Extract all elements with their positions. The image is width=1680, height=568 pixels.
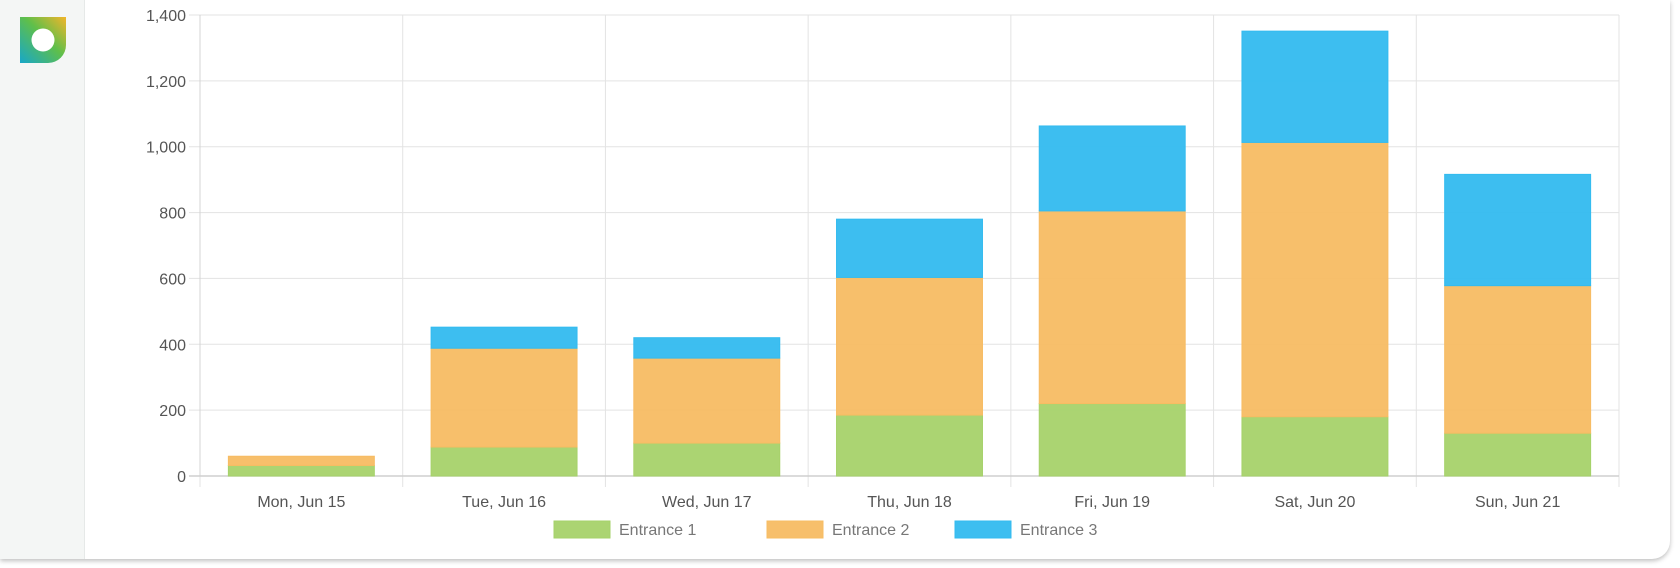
bar-segment-entrance-2	[227, 455, 375, 466]
bar-segment-entrance-2	[836, 276, 983, 416]
chart-card: 0 200 400 600 800 1,000 1,200 1,400 Mon, Jun 15 T…	[0, 0, 1620, 559]
bar-segment-entrance-2	[1038, 210, 1186, 405]
bar-segment-entrance-1	[1241, 416, 1389, 477]
y-tick-label: 1,200	[146, 74, 186, 91]
bar-segment-entrance-2	[1444, 285, 1592, 434]
x-tick-label: Wed, Jun 17	[662, 494, 752, 511]
y-tick-label: 0	[177, 469, 186, 486]
bar-segment-entrance-3	[430, 326, 578, 349]
bar-segment-entrance-3	[836, 218, 983, 278]
bar-segment-entrance-3	[1038, 125, 1186, 212]
stacked-bar-chart: 0 200 400 600 800 1,000 1,200 1,400 Mon, Jun 15 T…	[146, 8, 1620, 539]
x-tick-label: Sat, Jun 20	[1274, 494, 1355, 511]
x-tick-label: Fri, Jun 19	[1074, 494, 1150, 511]
legend-swatch-2	[766, 520, 824, 539]
bar-segment-entrance-3	[633, 337, 781, 359]
bar-segment-entrance-1	[836, 414, 983, 477]
x-tick-label: Tue, Jun 16	[462, 494, 546, 511]
bar-segment-entrance-2	[430, 347, 578, 448]
bar-segment-entrance-1	[1038, 403, 1186, 477]
bar-segment-entrance-1	[227, 464, 375, 477]
x-tick-label: Mon, Jun 15	[257, 494, 345, 511]
bar-segment-entrance-2	[633, 357, 781, 444]
legend-swatch-1	[553, 520, 611, 539]
y-tick-label: 800	[159, 206, 186, 223]
legend-label: Entrance 2	[832, 522, 909, 539]
sidebar	[0, 0, 85, 559]
y-tick-label: 200	[159, 403, 186, 420]
bar-segment-entrance-1	[1444, 432, 1592, 477]
bar-segment-entrance-2	[1241, 141, 1389, 418]
bar-segment-entrance-3	[1241, 30, 1389, 143]
legend-swatch-3	[954, 520, 1012, 539]
y-tick-label: 400	[159, 337, 186, 354]
bar-segment-entrance-3	[1444, 173, 1592, 287]
x-tick-label: Thu, Jun 18	[867, 494, 952, 511]
app-logo-icon[interactable]	[18, 15, 68, 65]
bar-segment-entrance-1	[430, 446, 578, 477]
y-tick-label: 1,400	[146, 8, 186, 25]
legend-label: Entrance 3	[1020, 522, 1097, 539]
x-tick-label: Sun, Jun 21	[1475, 494, 1561, 511]
bar-segment-entrance-1	[633, 442, 781, 477]
y-tick-label: 1,000	[146, 140, 186, 157]
legend-label: Entrance 1	[619, 522, 696, 539]
y-tick-label: 600	[159, 271, 186, 288]
